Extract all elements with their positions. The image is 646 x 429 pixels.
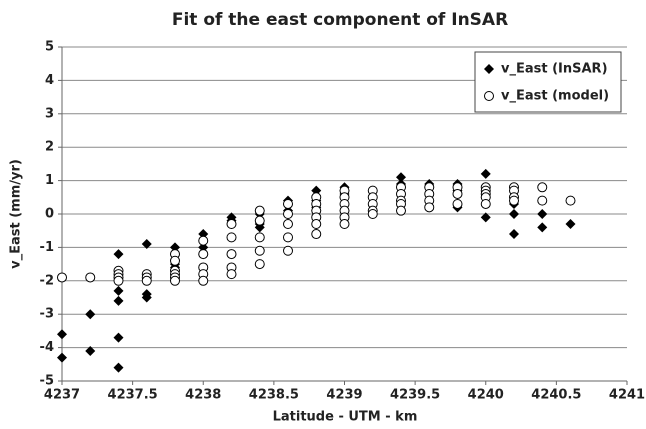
point	[509, 195, 519, 206]
y-tick-label: 2	[45, 140, 54, 155]
x-tick-label: 4238.5	[249, 388, 299, 403]
point	[113, 332, 124, 343]
point	[396, 205, 406, 216]
point	[283, 209, 293, 219]
point	[537, 222, 548, 233]
point	[198, 235, 209, 246]
legend-label: v_East (InSAR)	[501, 62, 608, 77]
x-tick-label: 4239	[326, 388, 362, 403]
point	[452, 188, 463, 199]
x-tick-label: 4241	[609, 388, 645, 403]
point	[226, 219, 237, 230]
point	[424, 202, 435, 213]
chart-title: Fit of the east component of InSAR	[172, 10, 508, 30]
y-tick-label: -5	[40, 374, 54, 389]
y-tick-label: 3	[45, 106, 54, 121]
point	[57, 272, 67, 283]
y-tick-label: 0	[45, 207, 54, 222]
point	[311, 229, 322, 240]
point	[226, 269, 237, 280]
y-tick-label: -4	[40, 340, 54, 355]
point	[565, 195, 576, 206]
point	[254, 205, 265, 216]
point	[452, 198, 463, 209]
point	[396, 172, 406, 183]
point	[565, 219, 576, 230]
x-tick-label: 4239.5	[390, 388, 440, 403]
legend-marker	[484, 64, 494, 74]
point	[254, 215, 265, 226]
point	[85, 345, 96, 356]
point	[254, 245, 265, 256]
y-axis-label: v_East (mm/yr)	[9, 159, 24, 269]
legend-box	[474, 51, 622, 113]
legend-marker	[484, 91, 494, 101]
point	[283, 245, 293, 256]
x-tick-label: 4240	[468, 388, 504, 403]
point	[85, 272, 96, 283]
x-tick-label: 4238	[185, 388, 221, 403]
point	[226, 249, 237, 260]
x-axis-label: Latitude - UTM - km	[273, 410, 418, 425]
point	[509, 209, 519, 219]
point	[537, 182, 548, 193]
point	[254, 259, 265, 270]
point	[170, 255, 180, 266]
point	[57, 352, 67, 363]
point	[141, 239, 152, 250]
point	[113, 275, 124, 286]
point	[113, 285, 124, 296]
point	[367, 209, 378, 219]
y-tick-label: -1	[40, 240, 54, 255]
y-tick-label: 1	[45, 173, 54, 188]
point	[198, 249, 209, 260]
y-tick-label: -2	[40, 273, 54, 288]
point	[198, 275, 209, 286]
point	[283, 219, 293, 230]
y-tick-label: -3	[40, 307, 54, 322]
legend-label: v_East (model)	[501, 89, 609, 104]
point	[113, 362, 124, 373]
point	[339, 219, 350, 230]
point	[509, 229, 519, 240]
point	[141, 275, 152, 286]
point	[113, 295, 124, 306]
point	[480, 198, 491, 209]
point	[537, 195, 548, 206]
x-tick-label: 4237.5	[108, 388, 158, 403]
point	[283, 198, 293, 209]
point	[170, 275, 180, 286]
point	[480, 168, 491, 179]
x-tick-label: 4237	[44, 388, 80, 403]
point	[254, 232, 265, 243]
y-tick-label: 5	[45, 40, 54, 55]
point	[283, 232, 293, 243]
point	[480, 212, 491, 223]
point	[57, 329, 67, 340]
point	[85, 309, 96, 320]
point	[537, 209, 548, 219]
x-tick-label: 4240.5	[531, 388, 581, 403]
y-tick-label: 4	[45, 73, 54, 88]
point	[311, 219, 322, 230]
point	[226, 232, 237, 243]
point	[113, 249, 124, 260]
point	[141, 292, 152, 303]
